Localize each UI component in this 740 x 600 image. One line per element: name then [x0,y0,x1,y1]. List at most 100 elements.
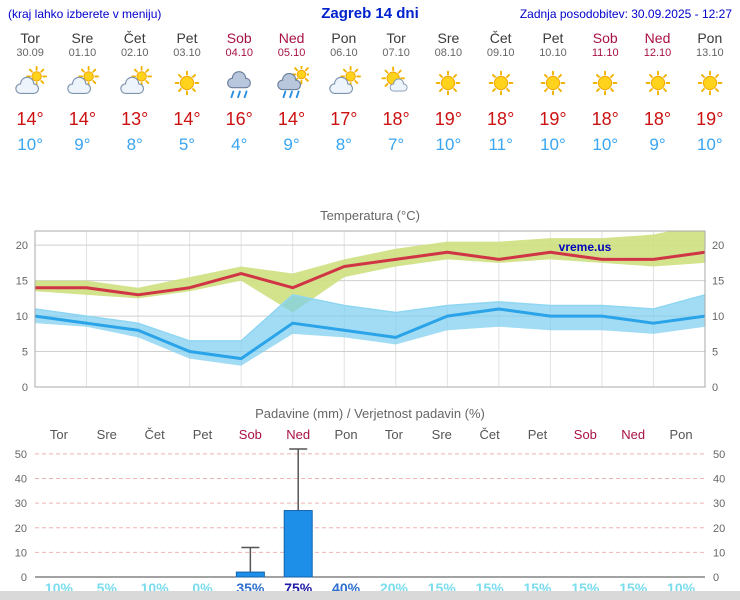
header: (kraj lahko izberete v meniju) Zagreb 14… [8,5,732,22]
precip-day-label: Sob [574,427,597,442]
forecast-day-column[interactable]: Pet 10.10 19° 10° [527,30,579,155]
min-temperature: 5° [178,135,196,154]
sun-icon [631,66,683,106]
max-temperature: 17° [330,109,358,129]
precip-day-label: Pon [670,427,693,442]
svg-text:10: 10 [15,547,27,559]
forecast-day-column[interactable]: Tor 07.10 18° 7° [370,30,422,155]
max-temperature: 19° [539,109,567,129]
forecast-day-column[interactable]: Ned 12.10 18° 9° [631,30,683,155]
min-temperature: 4° [231,135,248,154]
day-date: 02.10 [120,47,149,59]
sun-icon [579,66,631,106]
forecast-day-column[interactable]: Čet 02.10 13° 8° [109,30,161,155]
svg-text:15: 15 [712,276,724,288]
min-temperature: 10° [435,135,462,154]
day-date: 03.10 [173,47,201,59]
svg-text:30: 30 [15,498,27,510]
svg-text:50: 50 [713,449,725,461]
min-temperature: 9° [283,135,300,154]
precip-day-label: Čet [145,427,166,442]
day-date: 07.10 [382,47,410,59]
day-date: 01.10 [68,47,97,59]
min-temperature: 8° [126,135,143,154]
forecast-strip: Tor 30.09 14° 10° Sre 01.10 14° 9° Čet 02.10 13° 8°… [4,30,736,155]
precipitation-chart: Padavine (mm) / Verjetnost padavin (%) To… [15,406,726,596]
precip-bar [235,571,265,578]
day-date: 06.10 [330,47,358,59]
min-temperature: 10° [17,135,43,154]
svg-text:50: 50 [15,449,27,461]
precip-day-label: Pet [528,427,548,442]
day-date: 13.10 [696,47,724,59]
svg-text:10: 10 [712,311,724,323]
min-temperature: 10° [540,135,566,154]
max-temperature: 18° [487,109,515,129]
day-name: Pet [176,30,198,46]
forecast-day-column[interactable]: Sob 11.10 18° 10° [579,30,631,155]
horizontal-scrollbar[interactable] [0,591,740,600]
day-date: 04.10 [225,47,254,59]
precip-day-label: Tor [385,427,404,442]
day-date: 12.10 [643,47,672,59]
forecast-day-column[interactable]: Pon 13.10 19° 10° [684,30,736,155]
svg-text:20: 20 [712,240,724,252]
precip-day-label: Sob [239,427,262,442]
max-temperature: 14° [277,109,306,129]
cloud-sun-icon [318,66,370,106]
svg-text:20: 20 [16,240,28,252]
max-temperature: 14° [16,109,44,129]
precip-day-label: Sre [432,427,452,442]
day-date: 09.10 [486,47,515,59]
temperature-chart: Temperatura (°C) 0 0 5 5 10 10 15 15 20 20 vreme.us [16,208,725,394]
precip-day-label: Pon [335,427,358,442]
svg-text:0: 0 [22,382,28,394]
forecast-day-column[interactable]: Tor 30.09 14° 10° [4,30,56,155]
tmax-range-band [35,231,705,313]
svg-text:5: 5 [712,347,718,359]
max-temperature: 18° [643,109,672,129]
max-temperature: 16° [225,109,253,129]
watermark: vreme.us [559,240,612,254]
sun-icon [475,66,527,106]
temp-chart-title: Temperatura (°C) [320,208,420,223]
max-temperature: 18° [591,109,619,129]
precip-day-label: Čet [480,427,501,442]
max-temperature: 18° [382,109,410,129]
min-temperature: 9° [649,135,666,154]
forecast-day-column[interactable]: Ned 05.10 14° 9° [265,30,317,155]
precip-bar [283,510,313,578]
forecast-day-column[interactable]: Pet 03.10 14° 5° [161,30,213,155]
svg-text:0: 0 [713,572,719,584]
svg-text:10: 10 [713,547,725,559]
tmax-line [35,250,705,297]
max-temperature: 14° [173,109,201,129]
precip-day-label: Tor [50,427,69,442]
page-title: Zagreb 14 dni [321,5,419,22]
min-temperature: 10° [696,135,723,154]
max-temperature: 13° [121,109,149,129]
rain-icon [213,66,265,106]
svg-text:0: 0 [21,572,27,584]
forecast-day-column[interactable]: Čet 09.10 18° 11° [475,30,527,155]
day-name: Pon [697,30,723,46]
cloud-sun-icon [4,66,56,106]
day-name: Sre [71,30,94,46]
forecast-day-column[interactable]: Sob 04.10 16° 4° [213,30,265,155]
forecast-day-column[interactable]: Sre 08.10 19° 10° [422,30,474,155]
tmin-range-band [35,294,705,366]
last-updated: Zadnja posodobitev: 30.09.2025 - 12:27 [519,7,732,21]
sun-icon [161,66,213,106]
svg-text:20: 20 [15,523,27,535]
min-temperature: 7° [387,135,405,154]
day-name: Sob [226,30,252,46]
day-name: Ned [278,30,305,46]
day-date: 30.09 [16,47,44,59]
day-name: Tor [20,30,40,46]
forecast-day-column[interactable]: Pon 06.10 17° 8° [318,30,370,155]
precip-day-label: Ned [286,427,310,442]
svg-text:10: 10 [16,311,28,323]
sun-icon [422,66,474,106]
forecast-day-column[interactable]: Sre 01.10 14° 9° [56,30,108,155]
